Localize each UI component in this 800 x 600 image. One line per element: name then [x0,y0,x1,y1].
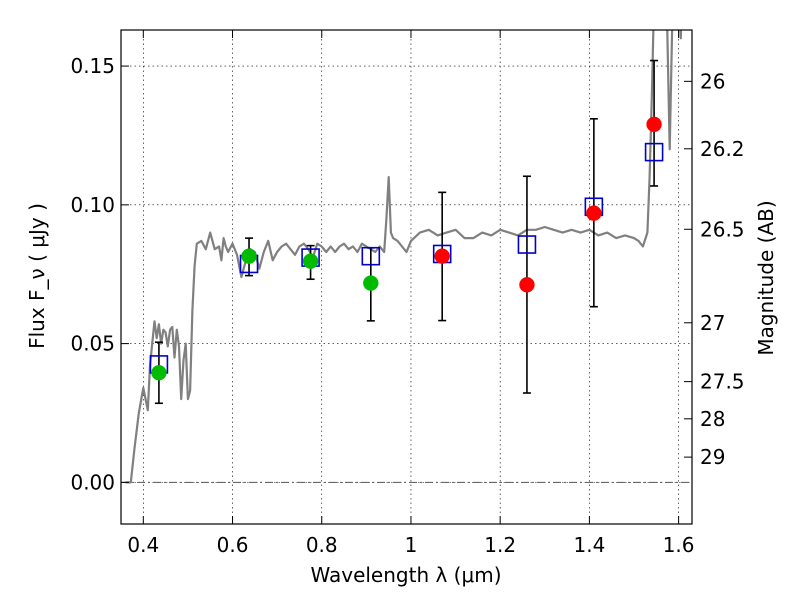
x-tick-label: 1 [405,533,418,557]
magnitude-tick-label: 26.5 [700,217,745,241]
right-axis-label: Magnitude (AB) [754,200,778,355]
model-photometry-squares [149,142,664,374]
plot-frame [120,29,693,525]
x-axis-ticks: 0.4 0.6 0.8 1 1.2 1.4 1.6 [127,30,695,557]
y-axis-ticks: 0.00 0.05 0.10 0.15 [70,54,129,494]
x-tick-label: 0.8 [306,533,338,557]
observed-point-green [363,275,379,291]
model-photometry-square [361,246,381,266]
magnitude-tick-label: 28 [700,407,725,431]
observed-points [151,116,662,381]
y-tick-label: 0.15 [70,54,115,78]
magnitude-tick-label: 29 [700,445,725,469]
magnitude-tick-label: 27 [700,311,725,335]
model-spectrum [125,30,683,484]
model-photometry-square [644,142,664,162]
y-tick-label: 0.05 [70,332,115,356]
observed-point-green [151,364,167,381]
y-axis-label: Flux F_ν ( μJy ) [25,203,49,349]
observed-point-green [302,253,319,269]
magnitude-axis-ticks: 26 26.2 26.5 27 27.5 28 29 [684,69,745,469]
observed-point-red [434,248,450,264]
observed-point-red [519,277,535,293]
x-tick-label: 1.4 [573,533,605,557]
x-tick-label: 1.6 [663,533,695,557]
spectrum-line [125,30,683,484]
magnitude-tick-label: 26.2 [700,137,745,161]
magnitude-tick-label: 26 [700,69,725,93]
observed-point-red [586,205,602,221]
x-tick-label: 1.2 [484,533,516,557]
x-tick-label: 0.6 [217,533,249,557]
y-tick-label: 0.10 [70,193,115,217]
grid [121,30,692,524]
observed-point-red [646,116,662,133]
model-photometry-square [517,235,537,254]
magnitude-tick-label: 27.5 [700,370,745,394]
observed-point-green [241,248,257,264]
y-tick-label: 0.00 [70,470,115,494]
x-tick-label: 0.4 [127,533,159,557]
x-axis-label: Wavelength λ (μm) [310,563,501,587]
